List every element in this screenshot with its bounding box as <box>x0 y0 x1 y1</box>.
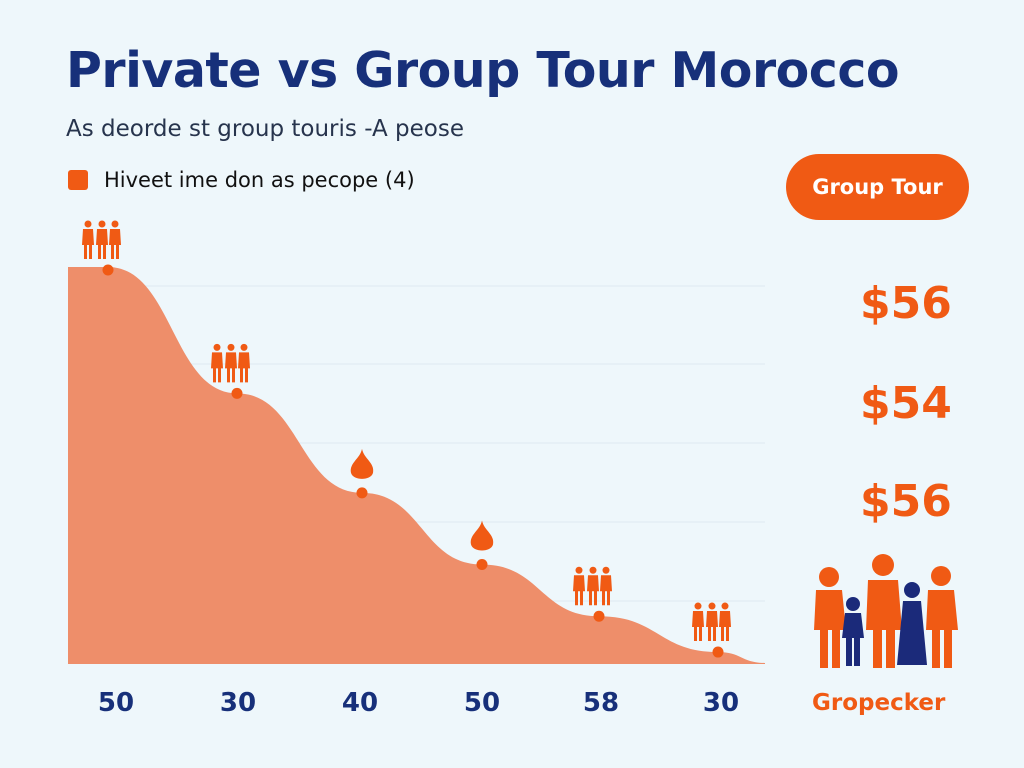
group-tour-badge[interactable]: Group Tour <box>786 154 969 220</box>
legend-label: Hiveet ime don as pecope (4) <box>104 168 415 192</box>
data-point[interactable] <box>231 387 243 399</box>
people-group-icon <box>211 343 250 383</box>
data-point[interactable] <box>712 646 724 658</box>
drop-icon <box>470 520 494 551</box>
price-3: $56 <box>860 476 952 527</box>
x-tick-label: 40 <box>341 688 379 718</box>
data-point[interactable] <box>476 559 488 570</box>
chart-subtitle: As deorde st group touris -A peose <box>66 116 464 142</box>
x-tick-label: 50 <box>97 688 135 718</box>
x-tick-label: 30 <box>219 688 257 718</box>
x-tick-label: 30 <box>702 688 740 718</box>
legend-swatch <box>68 170 88 190</box>
x-tick-label: 50 <box>463 688 501 718</box>
price-1: $56 <box>860 278 952 329</box>
area-series <box>68 266 765 664</box>
data-point[interactable] <box>593 610 605 622</box>
chart-title: Private vs Group Tour Morocco <box>66 42 900 99</box>
drop-icon <box>350 448 374 479</box>
people-group-icon <box>82 220 121 259</box>
price-2: $54 <box>860 378 952 429</box>
people-group-icon <box>692 602 731 642</box>
data-point[interactable] <box>102 264 114 276</box>
people-group-icon <box>573 566 612 606</box>
x-tick-label: 58 <box>582 688 620 718</box>
legend: Hiveet ime don as pecope (4) <box>68 168 415 192</box>
data-point[interactable] <box>356 487 368 499</box>
brand-label: Gropecker <box>812 690 946 716</box>
